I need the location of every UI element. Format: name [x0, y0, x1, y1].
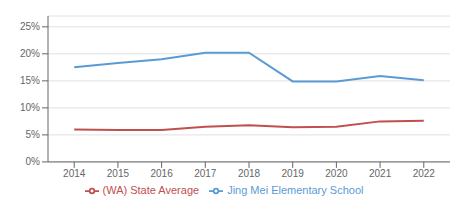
svg-text:15%: 15% — [20, 75, 40, 86]
svg-text:20%: 20% — [20, 48, 40, 59]
svg-text:10%: 10% — [20, 102, 40, 113]
svg-text:2016: 2016 — [150, 168, 173, 179]
svg-text:2021: 2021 — [369, 168, 392, 179]
html-text:(WA) State Average: (WA) State Average — [102, 183, 200, 196]
svg-text:2015: 2015 — [107, 168, 130, 179]
svg-text:2019: 2019 — [282, 168, 305, 179]
svg-text:2018: 2018 — [238, 168, 261, 179]
html-text:Jing Mei Elementary School: Jing Mei Elementary School — [227, 183, 364, 196]
svg-text:5%: 5% — [26, 129, 41, 140]
svg-text:2014: 2014 — [63, 168, 86, 179]
svg-text:0%: 0% — [26, 156, 41, 167]
svg-text:2020: 2020 — [325, 168, 348, 179]
svg-text:2017: 2017 — [194, 168, 217, 179]
svg-text:25%: 25% — [20, 21, 40, 32]
svg-text:2022: 2022 — [413, 168, 436, 179]
